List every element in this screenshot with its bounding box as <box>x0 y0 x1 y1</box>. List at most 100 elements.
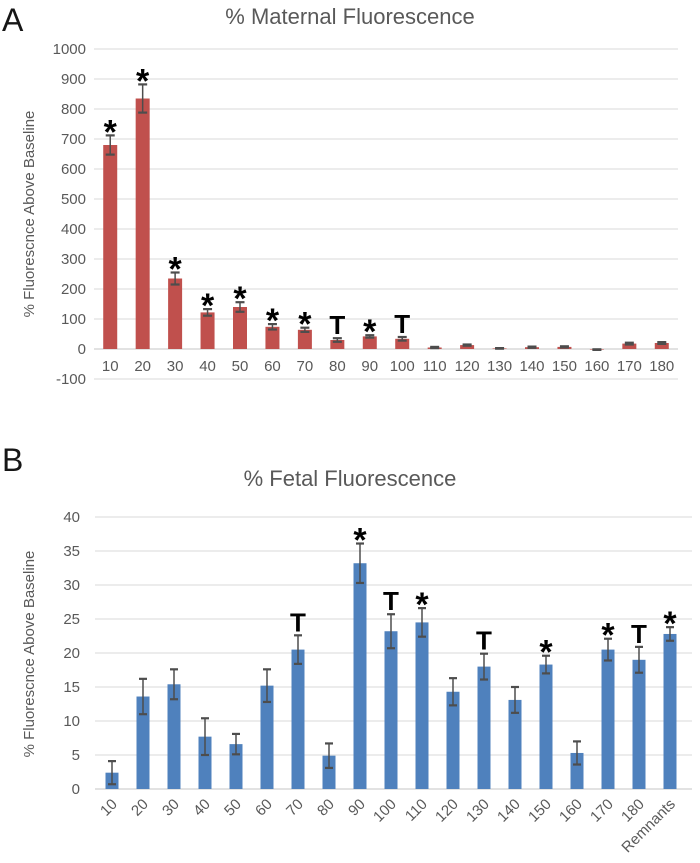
bar <box>322 755 336 789</box>
bar <box>601 649 615 789</box>
y-tick-label: -100 <box>56 371 86 388</box>
x-tick-label: 110 <box>402 796 431 825</box>
panel-a-chart: -100 0 100 200 300 400 500 600 700 800 900 1000 * 10 *… <box>53 41 678 388</box>
bar <box>539 664 553 789</box>
bar <box>200 312 215 349</box>
bar <box>632 659 646 789</box>
x-tick-label: 100 <box>390 358 415 375</box>
x-tick-label: 130 <box>463 796 493 826</box>
bar <box>297 329 312 349</box>
bar <box>291 649 305 789</box>
x-tick-label: 120 <box>432 796 462 826</box>
y-tick-label: 5 <box>72 747 80 764</box>
annotation-t: T <box>290 607 306 637</box>
bar <box>570 752 584 789</box>
x-tick-label: 160 <box>556 796 586 826</box>
x-tick-label: 80 <box>314 796 338 820</box>
y-tick-label: 40 <box>63 509 80 526</box>
bar <box>384 631 398 789</box>
y-tick-label: 100 <box>61 311 86 328</box>
x-tick-label: 160 <box>584 358 609 375</box>
x-tick-label: 60 <box>252 796 276 820</box>
x-tick-label: 150 <box>552 358 577 375</box>
annotation-star: * <box>298 306 312 344</box>
bar <box>103 145 118 349</box>
x-tick-label: 140 <box>494 796 524 826</box>
y-tick-label: 600 <box>61 161 86 178</box>
bar <box>198 736 212 789</box>
y-tick-label: 25 <box>63 611 80 628</box>
annotation-star: * <box>539 634 553 672</box>
y-tick-label: 1000 <box>53 41 86 58</box>
annotation-star: * <box>201 287 215 325</box>
y-tick-label: 30 <box>63 577 80 594</box>
x-tick-label: 10 <box>102 358 119 375</box>
annotation-star: * <box>104 113 118 151</box>
x-tick-label: 10 <box>97 796 121 820</box>
x-tick-label: 170 <box>617 358 642 375</box>
bar <box>663 633 677 789</box>
bar <box>167 684 181 789</box>
y-tick-label: 0 <box>78 341 86 358</box>
x-tick-label: 90 <box>345 796 369 820</box>
bar <box>265 326 280 349</box>
annotation-t: T <box>394 309 410 339</box>
panel-b-title: % Fetal Fluorescence <box>243 466 457 491</box>
annotation-star: * <box>136 62 150 100</box>
x-tick-label: 180 <box>649 358 674 375</box>
y-tick-label: 900 <box>61 71 86 88</box>
bar <box>654 343 669 349</box>
bar <box>395 338 410 349</box>
x-tick-label: 170 <box>587 796 617 826</box>
x-tick-label: 30 <box>159 796 183 820</box>
bar <box>477 666 491 789</box>
x-tick-label: 110 <box>423 358 447 375</box>
bar <box>233 307 247 349</box>
x-tick-label: 50 <box>221 796 245 820</box>
bar <box>415 622 429 789</box>
panel-b: B % Fetal Fluorescence % Fluorescnce Abo… <box>0 432 700 863</box>
y-tick-label: 800 <box>61 101 86 118</box>
annotation-star: * <box>233 280 247 318</box>
x-tick-label: 40 <box>199 358 216 375</box>
panel-b-chart: 0 5 10 15 20 25 30 35 40 10 20 30 40 50 60 T 70 80 * 90 T 100… <box>63 509 692 856</box>
panel-letter-b: B <box>2 442 24 478</box>
annotation-t: T <box>329 310 345 340</box>
annotation-star: * <box>415 586 429 624</box>
annotation-star: * <box>168 251 182 289</box>
bar <box>446 691 460 789</box>
annotation-star: * <box>601 617 615 655</box>
panel-a: A % Maternal Fluorescence % Fluorescnce … <box>2 4 678 388</box>
y-tick-label: 10 <box>63 713 80 730</box>
x-tick-label: 30 <box>167 358 184 375</box>
x-tick-label: 120 <box>455 358 480 375</box>
y-tick-label: 500 <box>61 191 86 208</box>
annotation-t: T <box>383 586 399 616</box>
y-tick-label: 35 <box>63 543 80 560</box>
bar <box>260 685 274 789</box>
bar <box>136 696 150 789</box>
bar <box>362 336 377 349</box>
y-tick-label: 0 <box>72 781 80 798</box>
annotation-t: T <box>631 619 647 649</box>
x-tick-label: 20 <box>128 796 152 820</box>
x-tick-label: 140 <box>519 358 544 375</box>
bar <box>135 98 150 349</box>
x-tick-label: 150 <box>525 796 555 826</box>
y-tick-label: 300 <box>61 251 86 268</box>
y-tick-label: 15 <box>63 679 80 696</box>
annotation-star: * <box>363 313 377 351</box>
x-tick-label: 90 <box>361 358 378 375</box>
bar <box>168 278 183 349</box>
annotation-star: * <box>663 605 677 643</box>
x-tick-label: 130 <box>487 358 512 375</box>
bar <box>460 345 475 349</box>
x-tick-label: 100 <box>370 796 400 826</box>
y-tick-label: 700 <box>61 131 86 148</box>
panel-a-title: % Maternal Fluorescence <box>225 4 475 29</box>
y-tick-label: 20 <box>63 645 80 662</box>
annotation-t: T <box>476 626 492 656</box>
x-tick-label: 70 <box>297 358 314 375</box>
bar <box>508 699 522 789</box>
